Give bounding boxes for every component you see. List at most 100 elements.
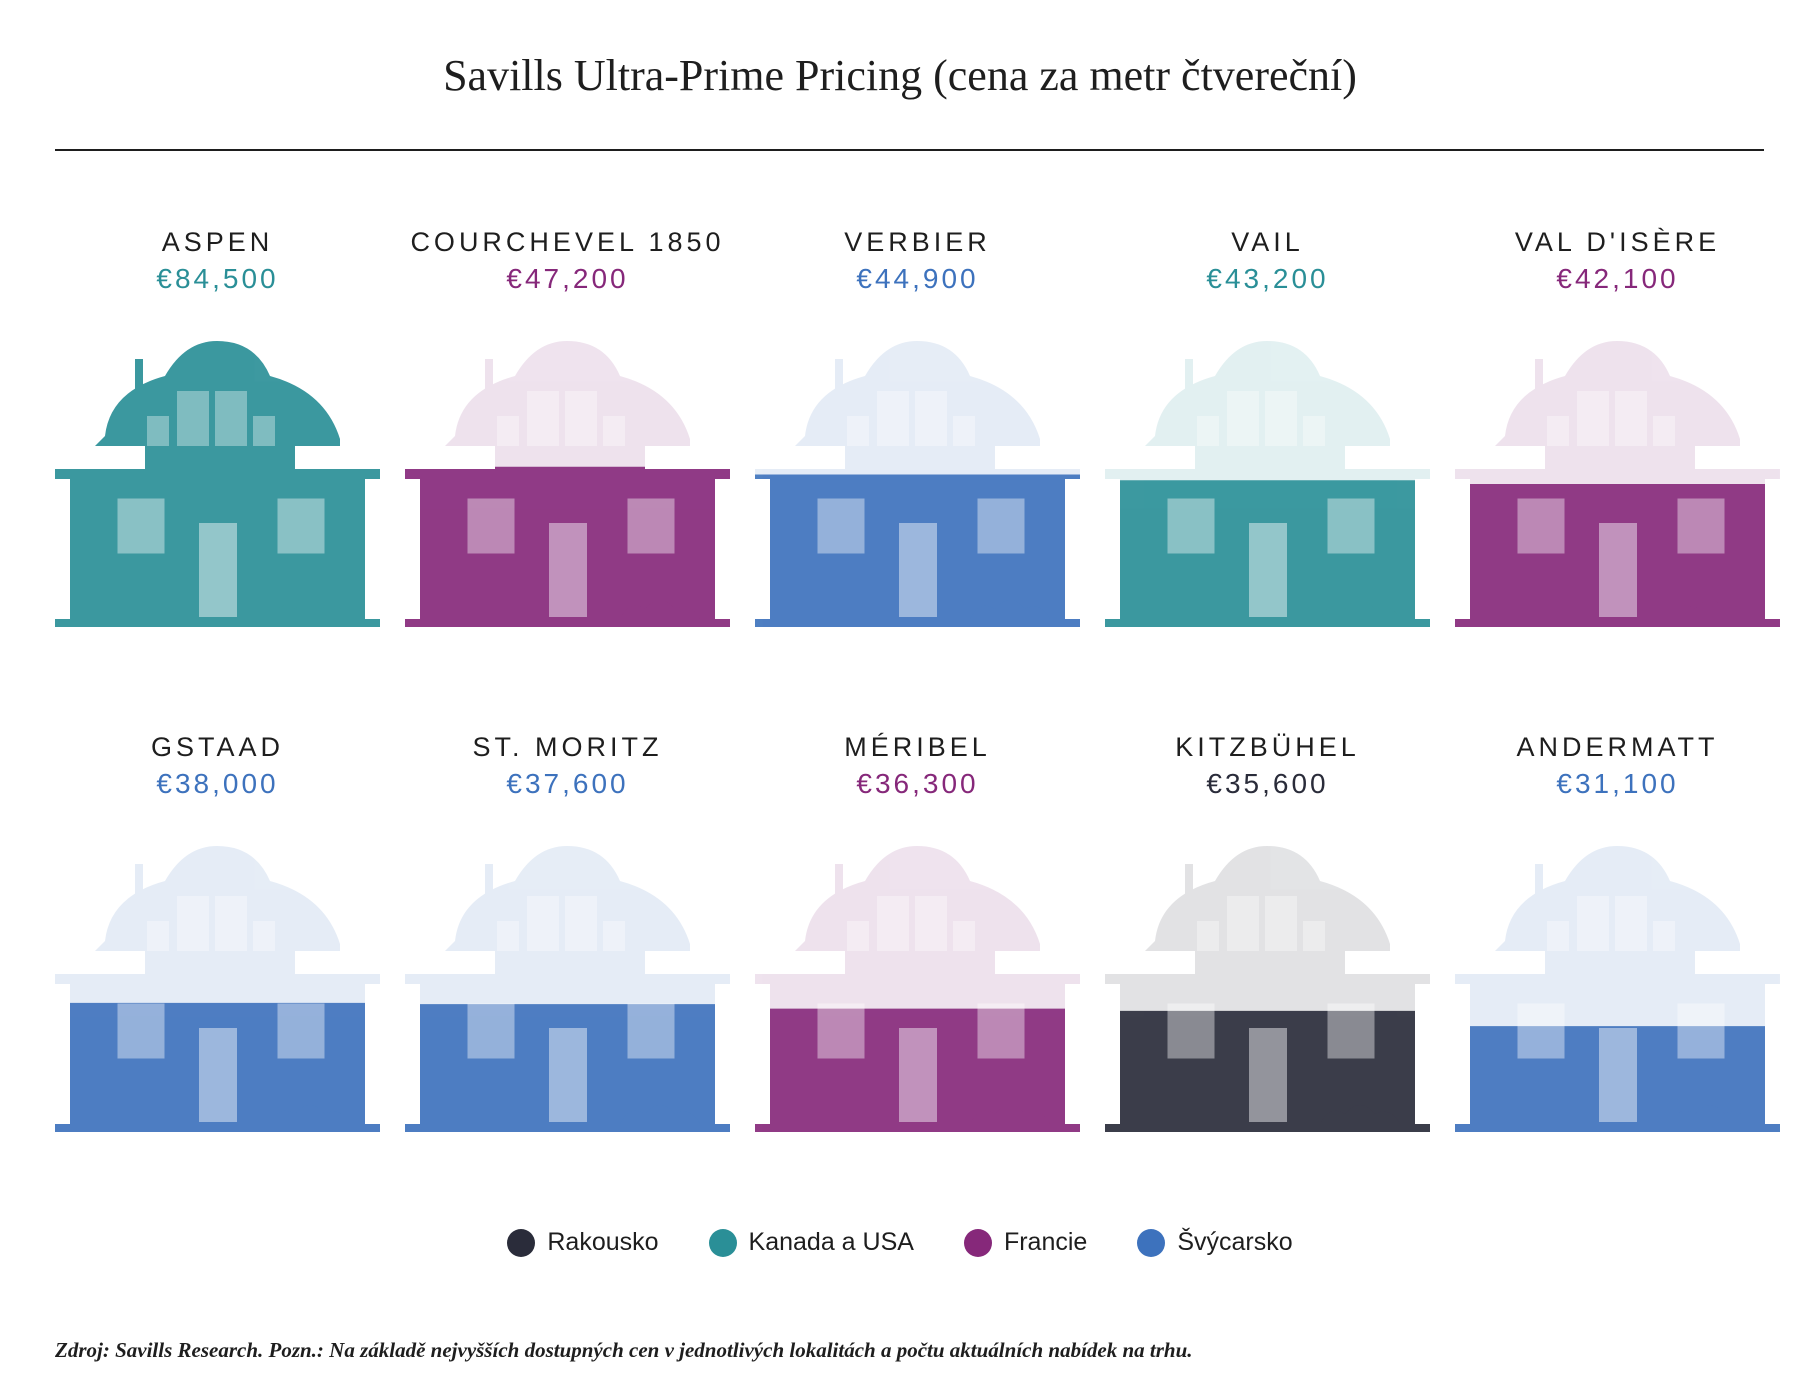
ghost-attic-window-1 <box>527 391 559 446</box>
ghost-ledge <box>405 974 730 984</box>
ghost-attic-window-3 <box>1303 921 1325 951</box>
house-fill <box>1105 1010 1430 1132</box>
ghost-attic-window-1 <box>527 896 559 951</box>
ghost-chimney <box>1185 864 1193 894</box>
city-label: ASPEN <box>161 227 274 257</box>
ghost-upper-wall <box>845 921 995 979</box>
fill-ledge <box>755 474 1080 479</box>
fill-main-wall <box>70 479 365 619</box>
ghost-attic-window-3 <box>253 921 275 951</box>
ghost-attic-window-2 <box>215 896 247 951</box>
fill-door <box>545 519 591 621</box>
fill-main-wall <box>770 479 1065 619</box>
fill-window-0 <box>1512 493 1570 559</box>
fill-bush <box>970 1105 1050 1124</box>
ghost-chimney <box>135 864 143 894</box>
ghost-chimney <box>1535 864 1543 894</box>
fill-bench <box>437 579 522 586</box>
legend-label: Kanada a USA <box>748 1228 914 1256</box>
ghost-attic-window-0 <box>497 416 519 446</box>
house-card: KITZBÜHEL €35,600 <box>1105 730 1430 1136</box>
house-fill <box>1455 484 1780 627</box>
fill-window-1 <box>1672 493 1730 559</box>
fill-chimney <box>135 359 143 389</box>
price-label: €35,600 <box>1206 768 1329 799</box>
legend-label: Rakousko <box>547 1228 659 1256</box>
fill-main-wall <box>770 1008 1065 1124</box>
ghost-roof-snow <box>795 341 1040 446</box>
house-bar <box>1455 341 1780 627</box>
house-fill <box>405 1004 730 1132</box>
house-fill <box>1105 480 1430 627</box>
fill-window-0 <box>1162 1010 1220 1064</box>
fill-upper-wall <box>145 416 295 474</box>
ghost-attic-window-1 <box>177 896 209 951</box>
legend-label: Francie <box>1003 1228 1088 1256</box>
ghost-attic-window-2 <box>565 391 597 446</box>
city-label: KITZBÜHEL <box>1175 732 1360 762</box>
ghost-attic-window-1 <box>877 896 909 951</box>
fill-bush <box>620 1105 700 1124</box>
ghost-attic-window-3 <box>603 921 625 951</box>
legend-swatch <box>1137 1228 1166 1257</box>
house-card: COURCHEVEL 1850 €47,200 <box>405 225 730 631</box>
ghost-attic-window-2 <box>915 391 947 446</box>
ghost-attic-window-0 <box>847 921 869 951</box>
fill-window-0 <box>812 493 870 559</box>
fill-bench <box>437 1084 522 1091</box>
ghost-chimney <box>835 864 843 894</box>
fill-attic-window-1 <box>177 391 209 446</box>
house-bar <box>405 846 730 1132</box>
ghost-upper-wall <box>845 416 995 474</box>
fill-window-0 <box>112 1002 170 1064</box>
legend: Rakousko Kanada a USA Francie Švýcarsko <box>0 1228 1800 1257</box>
ghost-upper-wall <box>1545 416 1695 474</box>
house-bar <box>1105 846 1430 1132</box>
ghost-ledge <box>755 974 1080 984</box>
fill-window-0 <box>812 1008 870 1064</box>
ghost-ledge <box>1105 469 1430 479</box>
fill-ground <box>1455 1124 1780 1132</box>
fill-main-wall <box>70 1002 365 1124</box>
price-label: €43,200 <box>1206 263 1329 294</box>
ghost-attic-window-3 <box>953 416 975 446</box>
fill-ground <box>405 1124 730 1132</box>
legend-item: Kanada a USA <box>708 1228 914 1257</box>
fill-ground <box>755 619 1080 627</box>
ghost-chimney <box>1535 359 1543 389</box>
fill-door <box>895 519 941 621</box>
ghost-roof-snow <box>1495 846 1740 951</box>
ghost-ledge <box>1455 469 1780 479</box>
house-fill <box>1455 1026 1780 1132</box>
fill-main-wall <box>1120 480 1415 619</box>
house-bar <box>1455 846 1780 1132</box>
city-label: ST. MORITZ <box>472 732 663 762</box>
price-label: €31,100 <box>1556 768 1679 799</box>
house-bar <box>55 846 380 1132</box>
city-label: GSTAAD <box>150 732 284 762</box>
fill-window-0 <box>462 1004 520 1064</box>
house-fill <box>55 1002 380 1132</box>
fill-window-1 <box>1672 1026 1730 1064</box>
fill-window-0 <box>1162 493 1220 559</box>
fill-bench <box>87 579 172 586</box>
fill-door <box>1245 519 1291 621</box>
ghost-upper-wall <box>1195 921 1345 979</box>
ghost-attic-window-2 <box>1265 391 1297 446</box>
fill-bench <box>1487 579 1572 586</box>
legend-label: Švýcarsko <box>1177 1228 1293 1256</box>
price-label: €38,000 <box>156 768 279 799</box>
ghost-ledge <box>755 469 1080 479</box>
house-bar <box>755 341 1080 627</box>
house-card: VAIL €43,200 <box>1105 225 1430 631</box>
fill-window-0 <box>1512 1026 1570 1064</box>
ghost-roof-snow <box>1145 846 1390 951</box>
fill-bush <box>1320 1105 1400 1124</box>
fill-main-wall <box>1470 484 1765 619</box>
ghost-attic-window-1 <box>1227 896 1259 951</box>
fill-ground <box>1455 619 1780 627</box>
house-card: ST. MORITZ €37,600 <box>405 730 730 1136</box>
fill-window-1 <box>622 493 680 559</box>
ghost-attic-window-2 <box>1615 896 1647 951</box>
ghost-attic-window-3 <box>1653 921 1675 951</box>
